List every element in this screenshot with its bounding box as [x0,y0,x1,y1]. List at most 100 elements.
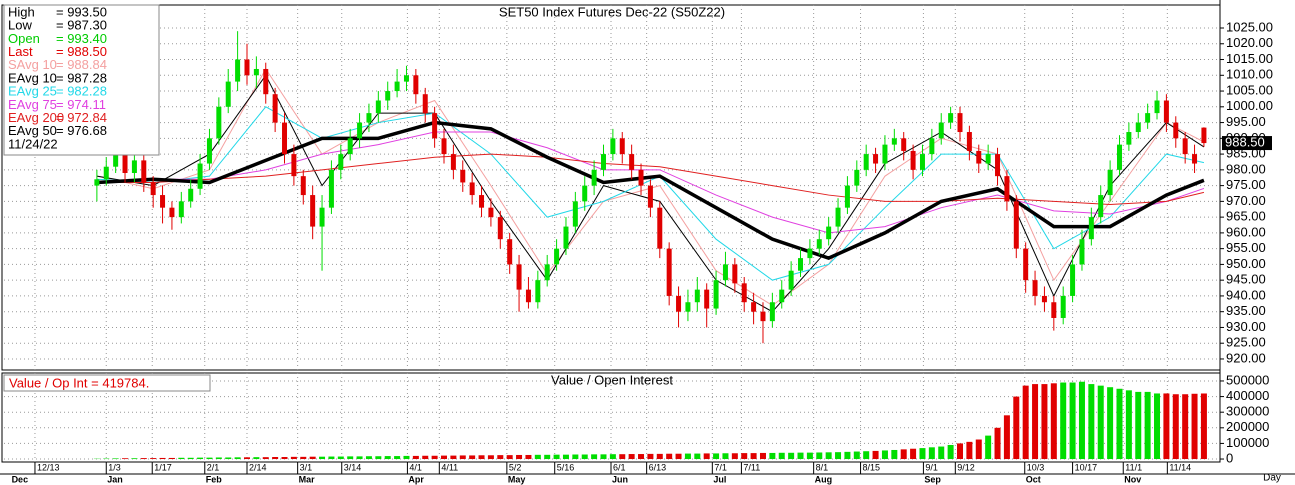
info-value: = 972.84 [56,110,107,125]
volume-bar [853,451,860,460]
info-label: EAvg 50 [8,123,57,138]
candle-body [910,150,916,170]
candle-body [103,166,109,180]
candle-body [1201,127,1207,144]
x-tick-label: 1/17 [154,462,172,472]
candle-body [657,207,663,249]
volume-bar [384,456,391,460]
volume-bar [187,457,194,460]
candle-body [816,239,822,249]
x-tick-label: 5/2 [509,462,522,472]
volume-bar [609,454,616,460]
candle-body [385,91,391,101]
volume-bar [243,457,250,460]
info-value: = 988.84 [56,57,107,72]
candle-body [1088,217,1094,240]
volume-bar [441,455,448,460]
volume-bar [619,454,626,460]
volume-bar [1154,393,1161,460]
volume-bar [966,441,973,460]
candle-body [882,144,888,164]
axes: 920.00925.00930.00935.00940.00945.00950.… [0,19,1295,484]
volume-bar [1163,393,1170,460]
volume-bar [403,455,410,460]
info-value: = 987.28 [56,70,107,85]
volume-bar [694,453,701,460]
candle-body [235,59,241,82]
volume-bar [600,454,607,460]
info-label: EAvg 10 [8,70,57,85]
y-tick-label: 200000 [1226,419,1269,434]
volume-bar [1191,393,1198,460]
volume-bar [994,427,1001,460]
volume-bar [844,451,851,460]
candle-body [535,280,541,303]
candle-body [985,154,991,164]
x-tick-label: 11/14 [1169,462,1191,472]
x-tick-label: 2/14 [249,462,267,472]
y-tick-label: 1005.00 [1226,82,1273,97]
volume-label: Value / Op Int = 419784. [9,375,149,390]
volume-bar [1003,415,1010,460]
volume-bar [262,457,269,460]
y-tick-label: 975.00 [1226,177,1266,192]
volume-bar [741,453,748,460]
volume-bar [835,452,842,460]
info-label: High [8,4,35,19]
candle-body [422,94,428,114]
y-tick-label: 995.00 [1226,114,1266,129]
x-tick-label: 6/1 [613,462,626,472]
volume-bar [272,457,279,460]
candle-body [788,270,794,290]
candle-body [844,185,850,208]
candle-body [141,160,147,183]
month-label: Jun [612,474,628,484]
candle-body [638,169,644,186]
candle-body [450,154,456,170]
volume-bar [703,453,710,460]
candle-body [1013,201,1019,249]
candle-body [873,154,879,164]
volume-bar [1013,396,1020,460]
volume-bar [1022,385,1029,460]
candle-body [413,75,419,95]
candle-body [751,302,757,312]
volume-bar [234,457,241,460]
volume-bar [1097,385,1104,460]
volume-bar [394,456,401,460]
candle-body [516,264,522,290]
x-tick-label: 8/15 [863,462,881,472]
info-label: EAvg 75 [8,97,57,112]
candle-body [600,154,606,170]
volume-bar [722,453,729,460]
volume-bar [816,452,823,460]
candle-body [319,207,325,227]
candle-body [929,138,935,155]
volume-bar [281,457,288,460]
volume-bar [487,455,494,460]
candle-body [178,201,184,218]
volume-bar [1050,383,1057,460]
info-value: = 993.40 [56,31,107,46]
volume-bar [891,449,898,460]
volume-bar [150,458,157,460]
y-tick-label: 1000.00 [1226,98,1273,113]
volume-bar [112,458,119,460]
candle-body [1135,122,1141,133]
volume-bar [1041,384,1048,460]
candle-body [197,163,203,189]
ma-line [96,68,1205,306]
volume-bar [628,454,635,460]
candle-body [591,169,597,186]
volume-bar [1107,387,1114,460]
volume-bar [431,455,438,460]
volume-bar [675,453,682,460]
info-value: = 976.68 [56,123,107,138]
candle-body [1182,138,1188,155]
candle-body [563,226,569,249]
y-tick-label: 0 [1226,450,1233,465]
candles [94,31,1207,344]
y-tick-label: 935.00 [1226,303,1266,318]
candle-body [479,195,485,208]
x-tick-label: 4/1 [409,462,422,472]
